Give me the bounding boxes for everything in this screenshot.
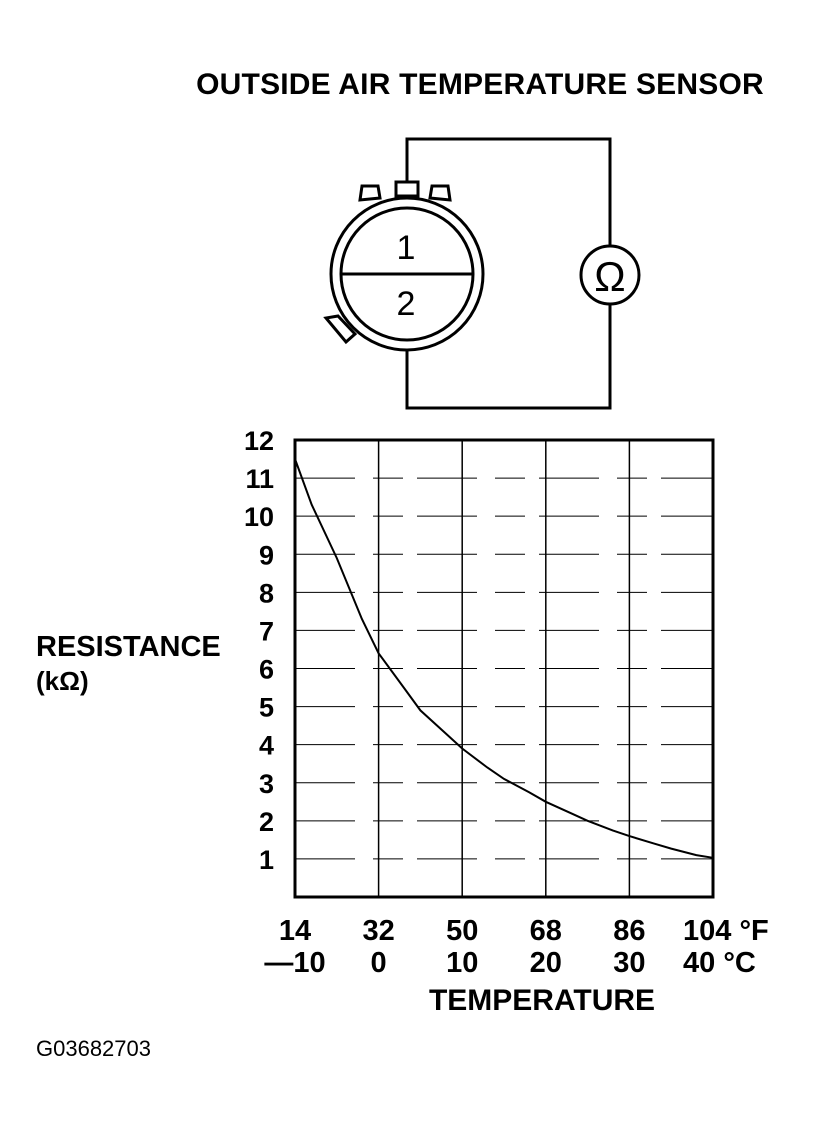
connector-icon xyxy=(323,180,485,352)
y-tick-label: 1 xyxy=(259,845,274,875)
x-tick-label-c: 40 °C xyxy=(683,947,756,979)
terminal-1-label: 1 xyxy=(397,229,416,267)
ohmmeter-symbol: Ω xyxy=(594,253,625,300)
plot-frame xyxy=(293,438,715,899)
resistance-curve xyxy=(294,458,714,859)
x-tick-label-f: 14 xyxy=(279,915,311,947)
terminal-2-label: 2 xyxy=(397,285,416,323)
x-tick-label-c: 20 xyxy=(530,947,562,979)
y-tick-label: 6 xyxy=(259,655,274,685)
y-tick-label: 9 xyxy=(259,540,274,570)
y-tick-label: 5 xyxy=(259,693,274,723)
x-tick-label-f: 50 xyxy=(446,915,478,947)
x-tick-label-f: 86 xyxy=(613,915,645,947)
y-axis-label: RESISTANCE (kΩ) xyxy=(36,630,221,698)
x-tick-label-c: 30 xyxy=(613,947,645,979)
x-tick-labels: 14 32 50 68 86 104 °F —10 0 10 20 30 40 °C xyxy=(264,915,768,979)
x-tick-label-c: —10 xyxy=(264,947,325,979)
x-axis-label: TEMPERATURE xyxy=(429,984,655,1017)
y-tick-label: 3 xyxy=(259,769,274,799)
y-tick-label: 10 xyxy=(244,502,274,532)
y-tick-label: 4 xyxy=(259,731,274,761)
ohmmeter-icon: Ω xyxy=(579,244,641,306)
y-tick-label: 7 xyxy=(259,616,274,646)
y-tick-label: 8 xyxy=(259,578,274,608)
y-tick-label: 12 xyxy=(244,426,274,456)
x-tick-label-f: 104 °F xyxy=(683,915,769,947)
x-tick-label-c: 10 xyxy=(446,947,478,979)
x-tick-label-f: 68 xyxy=(530,915,562,947)
x-tick-label-c: 0 xyxy=(371,947,387,979)
y-axis-unit: (kΩ) xyxy=(36,666,89,696)
figure-code: G03682703 xyxy=(36,1036,151,1061)
y-tick-label: 11 xyxy=(245,464,274,494)
wiring xyxy=(405,137,612,410)
sensor-diagram: 1 2 Ω xyxy=(323,137,641,410)
x-tick-label-f: 32 xyxy=(362,915,394,947)
page-title: OUTSIDE AIR TEMPERATURE SENSOR xyxy=(196,68,764,101)
y-axis-title: RESISTANCE xyxy=(36,631,221,663)
chart-grid xyxy=(295,440,713,897)
y-tick-label: 2 xyxy=(259,807,274,837)
